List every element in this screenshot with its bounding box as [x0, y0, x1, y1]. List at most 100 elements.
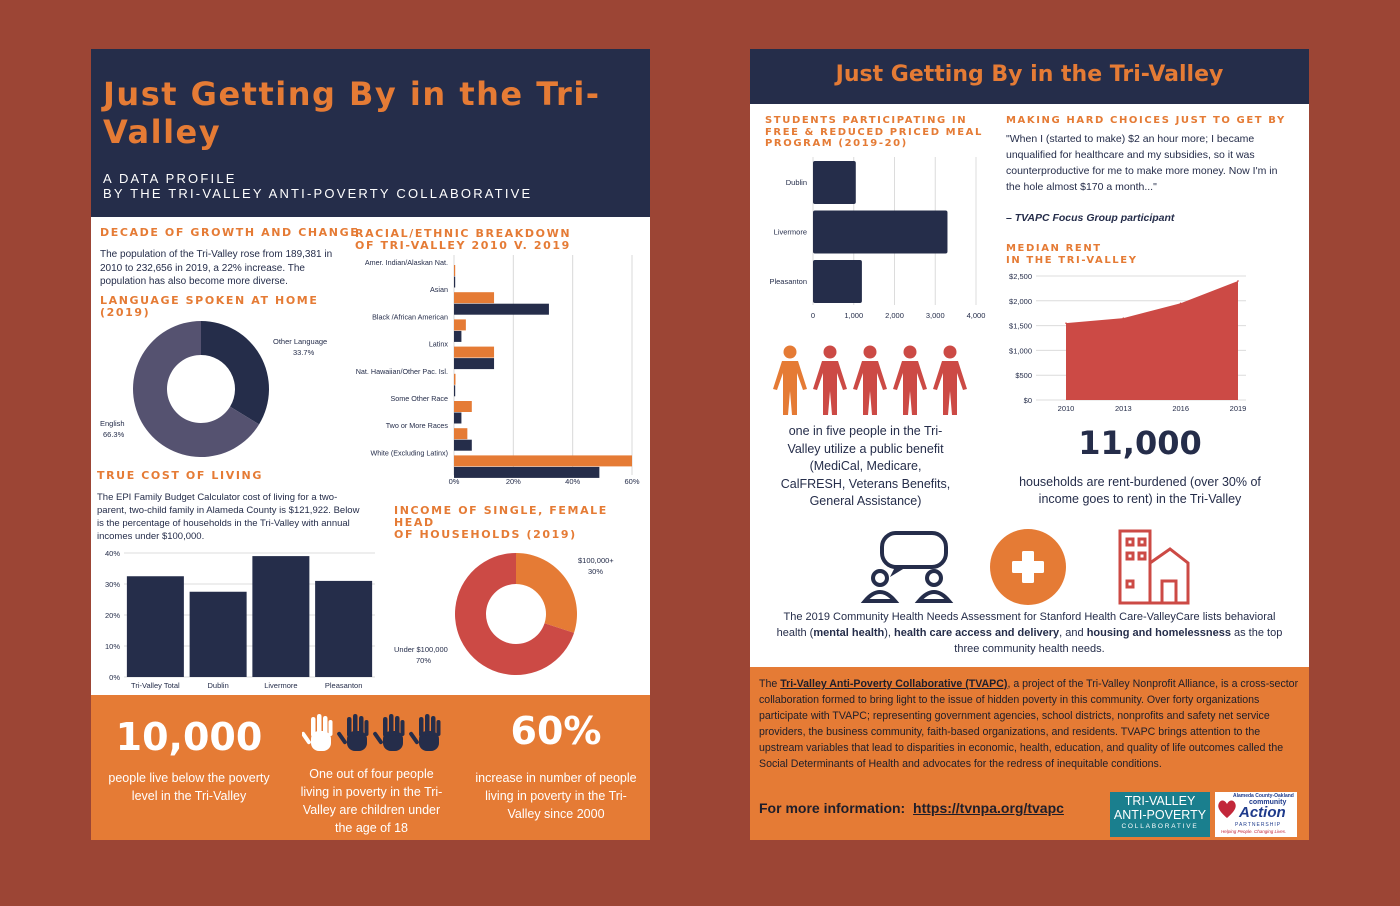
more-info-label: For more information:: [759, 800, 906, 816]
about-text-part: The: [759, 678, 781, 690]
more-info-link[interactable]: https://tvnpa.org/tvapc: [913, 800, 1064, 816]
chna-text-part: The 2019 Community Health Needs Assessme…: [776, 611, 1276, 639]
language-donut-chart: [133, 321, 269, 457]
cost-tick-label: 30%: [105, 580, 120, 589]
income-over-value: 30%: [588, 567, 604, 576]
page-two-header: Just Getting By in the Tri-Valley: [750, 49, 1309, 104]
racial-category-label-white-excluding-latinx: White (Excluding Latinx): [371, 448, 449, 457]
quote-attribution: – TVAPC Focus Group participant: [1006, 212, 1175, 224]
racial-bar-chart: 0% 20% 40% 60% Amer. Indian/Alaskan Nat. Asia…: [356, 255, 640, 486]
rent-burden-number: 11,000: [1078, 424, 1202, 462]
page-two-title: Just Getting By in the Tri-Valley: [835, 62, 1224, 87]
language-english-label: English: [100, 419, 125, 428]
rent-tick-label: $1,000: [1009, 346, 1032, 355]
students-tick-label: 2,000: [885, 311, 904, 320]
racial-bar-2019-nat-hawaiian-other-pac-isl: [454, 385, 456, 397]
page-two: Just Getting By in the Tri-Valley STUDEN…: [750, 49, 1309, 840]
cost-bar-tri-valley-total: [126, 576, 184, 677]
racial-bar-2010-two-or-more-races: [454, 428, 468, 440]
students-bar-pleasanton: [813, 260, 862, 303]
racial-category-label-latinx: Latinx: [429, 340, 449, 349]
rent-heading: MEDIAN RENT IN THE TRI-VALLEY: [1006, 243, 1138, 266]
students-category-label-livermore: Livermore: [774, 228, 807, 237]
other-language-label: Other Language: [273, 337, 328, 346]
community-action-logo: Alameda County-Oakland community Action …: [1215, 792, 1297, 837]
person-head: [903, 345, 917, 359]
rent-point-2013: [1122, 317, 1125, 319]
decade-heading: DECADE OF GROWTH AND CHANGE: [100, 226, 360, 239]
racial-category-label-nat-hawaiian-other-pac-isl: Nat. Hawaiian/Other Pac. Isl.: [356, 367, 448, 376]
rent-area-chart: $0 $500 $1,000 $1,500 $2,000 $2,500 2010 2013 20…: [1009, 272, 1246, 413]
quote-text: "When I (started to make) $2 an hour mor…: [1006, 133, 1278, 193]
logo-tagline: Helping People. Changing Lives.: [1221, 829, 1287, 834]
about-band: The Tri-Valley Anti-Poverty Collaborativ…: [750, 667, 1309, 840]
logo-partnership-text: PARTNERSHIP: [1235, 822, 1282, 828]
racial-bar-2019-asian: [454, 303, 549, 315]
people-icon-group: [773, 345, 967, 415]
students-bar-chart: 0 1,000 2,000 3,000 4,000 Dublin Livermore Plea…: [769, 157, 986, 320]
hands-icon-group: [302, 714, 441, 751]
rent-tick-label: $500: [1015, 371, 1032, 380]
cost-bar-livermore: [252, 556, 310, 677]
students-tick-label: 4,000: [967, 311, 986, 320]
person-icon: [893, 345, 927, 415]
tvapc-logo-line-3: COLLABORATIVE: [1121, 823, 1199, 830]
racial-category-label-two-or-more-races: Two or More Races: [386, 421, 449, 430]
income-under-label: Under $100,000: [394, 645, 448, 654]
stat-children-text: One out of four people living in poverty…: [300, 767, 443, 835]
chna-text-part: ),: [884, 627, 895, 639]
income-under-value: 70%: [416, 656, 432, 665]
rent-x-label-2016: 2016: [1172, 404, 1189, 413]
cost-category-label-livermore: Livermore: [264, 681, 297, 690]
chna-housing: housing and homelessness: [1086, 627, 1231, 639]
rent-area: [1066, 280, 1238, 400]
racial-bar-2019-latinx: [454, 358, 495, 370]
stat-poverty-text: people live below the poverty level in t…: [108, 771, 270, 803]
students-heading: STUDENTS PARTICIPATING IN FREE & REDUCED…: [765, 115, 983, 149]
rent-burden-text: households are rent-burdened (over 30% o…: [1019, 475, 1261, 506]
cost-bar-dublin: [189, 591, 247, 677]
rent-x-label-2013: 2013: [1115, 404, 1132, 413]
tvapc-logo-line-1: TRI-VALLEY: [1124, 794, 1196, 808]
racial-category-label-black-african-american: Black /African American: [372, 312, 448, 321]
rent-point-2019: [1237, 280, 1239, 282]
racial-bar-2010-some-other-race: [454, 401, 472, 412]
logo-community-text: community: [1249, 799, 1287, 806]
page-one: Just Getting By in the Tri-Valley A DATA…: [91, 49, 650, 840]
cost-bar-chart: 0% 10% 20% 30% 40% Tri-Valley Total Dublin Live…: [105, 549, 375, 690]
person-icon: [813, 345, 847, 415]
navy-hand-icon: [337, 714, 369, 751]
stat-increase-number: 60%: [510, 709, 602, 753]
racial-tick-label: 20%: [506, 477, 521, 486]
racial-tick-label: 0%: [449, 477, 460, 486]
racial-bar-2010-black-african-american: [454, 319, 466, 331]
racial-bar-2019-black-african-american: [454, 330, 462, 342]
language-other-label: Other Language: [273, 337, 327, 346]
racial-category-label-amer-indian-alaskan-nat: Amer. Indian/Alaskan Nat.: [365, 258, 448, 267]
person-body: [773, 361, 807, 415]
person-icon: [933, 345, 967, 415]
racial-bar-2019-two-or-more-races: [454, 439, 472, 451]
racial-bar-2010-white-excluding-latinx: [454, 455, 632, 467]
person-icon: [773, 345, 807, 415]
person-body: [933, 361, 967, 415]
donut-slice-other-language: [201, 321, 269, 425]
more-info: For more information: https://tvnpa.org/…: [759, 799, 1064, 817]
cost-bar-pleasanton: [315, 580, 373, 677]
rent-tick-label: $0: [1024, 396, 1032, 405]
stat-increase-text: increase in number of people living in p…: [475, 771, 637, 821]
cost-tick-label: 40%: [105, 549, 120, 558]
language-other-value: 33.7%: [293, 348, 315, 357]
cost-tick-label: 20%: [105, 611, 120, 620]
donut-slice-over-100k: [516, 553, 577, 633]
income-heading: INCOME OF SINGLE, FEMALE HEAD OF HOUSEHO…: [394, 504, 608, 541]
students-tick-label: 3,000: [926, 311, 945, 320]
rent-tick-label: $1,500: [1009, 322, 1032, 331]
rent-point-2010: [1065, 322, 1067, 324]
students-tick-label: 0: [811, 311, 815, 320]
navy-hand-icon: [373, 714, 405, 751]
tvapc-link[interactable]: Tri-Valley Anti-Poverty Collaborative (T…: [780, 678, 1008, 690]
racial-tick-label: 40%: [565, 477, 580, 486]
chna-care-access: health care access and delivery: [894, 627, 1060, 639]
page-one-title: Just Getting By in the Tri-Valley: [103, 75, 601, 151]
